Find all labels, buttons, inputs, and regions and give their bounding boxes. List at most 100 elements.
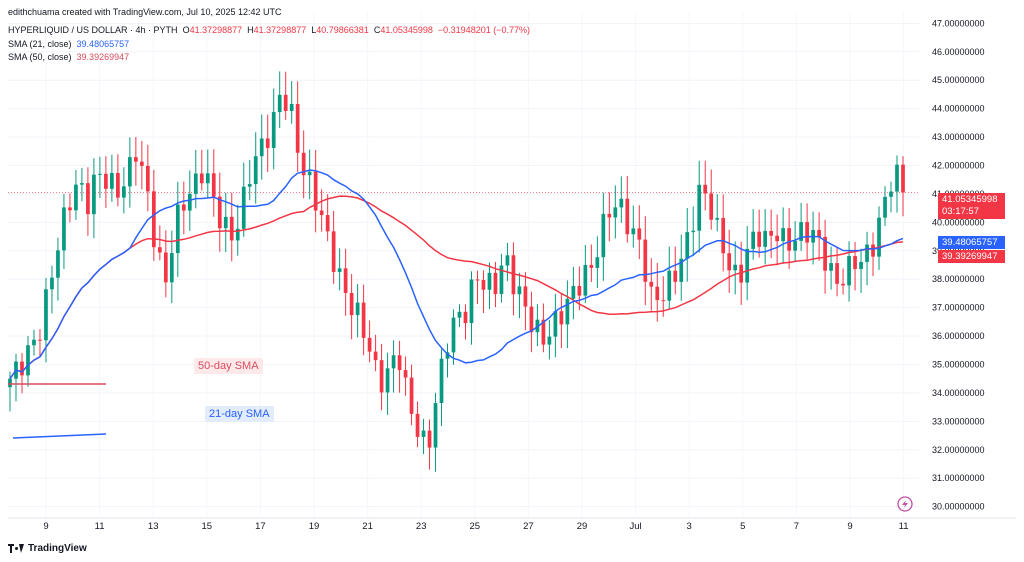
- candle: [331, 210, 336, 284]
- candle: [403, 356, 408, 396]
- y-tick-label: 40.00000000: [932, 217, 985, 227]
- candle: [104, 156, 108, 209]
- sma50-legend[interactable]: SMA (50, close) 39.39269947: [8, 51, 129, 63]
- candle: [235, 204, 240, 256]
- sma50-value: 39.39269947: [76, 52, 130, 62]
- candle: [529, 291, 534, 353]
- candle: [499, 253, 504, 303]
- x-tick-label: 23: [416, 521, 427, 532]
- symbol-text[interactable]: HYPERLIQUID / US DOLLAR · 4h · PYTH: [8, 25, 178, 35]
- y-tick-label: 46.00000000: [932, 47, 985, 57]
- candle: [247, 159, 252, 201]
- candle: [613, 185, 618, 239]
- candle: [871, 232, 875, 277]
- x-tick-label: 29: [577, 521, 588, 532]
- candle: [631, 205, 636, 248]
- candle: [721, 194, 726, 272]
- candle: [379, 343, 384, 411]
- sma50-price-tag: 39.39269947: [938, 250, 1005, 263]
- candle: [571, 266, 576, 320]
- y-tick-label: 42.00000000: [932, 161, 985, 171]
- candle: [727, 229, 732, 293]
- x-tick-label: 11: [95, 521, 105, 532]
- candle: [32, 329, 36, 356]
- sma21-line: [9, 169, 904, 380]
- candle: [68, 193, 72, 223]
- x-tick-label: 17: [255, 521, 266, 532]
- candle: [889, 181, 893, 213]
- candle: [241, 162, 246, 237]
- candle: [685, 207, 690, 282]
- candle: [577, 266, 582, 311]
- candle: [583, 245, 588, 304]
- candle: [92, 158, 96, 239]
- sma21-label: SMA (21, close): [8, 39, 72, 49]
- candle: [74, 169, 78, 220]
- candle: [355, 284, 360, 338]
- time-axis: 9 11 13 15 17 19 21 23 25 27 29 Jul 3 5 7 9 11: [8, 517, 1016, 532]
- x-tick-label: Jul: [630, 521, 642, 532]
- change-value: −0.31948201 (−0.77%): [437, 25, 530, 35]
- candle: [128, 137, 132, 208]
- candle: [373, 334, 378, 372]
- sma21-value: 39.48065757: [76, 39, 130, 49]
- y-tick-label: 38.00000000: [932, 274, 985, 284]
- candle: [122, 167, 126, 214]
- candle: [80, 167, 84, 202]
- candle: [295, 81, 300, 172]
- candle: [799, 202, 803, 251]
- candle: [349, 274, 354, 340]
- sma21-legend-line: [12, 433, 107, 439]
- candle: [649, 258, 654, 311]
- y-tick-label: 35.00000000: [932, 359, 985, 369]
- candle: [337, 248, 342, 291]
- candle: [877, 206, 881, 270]
- candle: [439, 349, 444, 427]
- candle: [457, 304, 462, 327]
- sma50-label: SMA (50, close): [8, 52, 72, 62]
- y-tick-label: 44.00000000: [932, 104, 985, 114]
- price-axis: 30.00000000 31.00000000 32.00000000 33.0000…: [932, 18, 985, 511]
- candle: [98, 156, 102, 198]
- candle: [559, 293, 564, 349]
- candle: [853, 242, 857, 291]
- sma21-legend[interactable]: SMA (21, close) 39.48065757: [8, 38, 129, 50]
- candle: [517, 272, 522, 319]
- candle: [673, 246, 678, 295]
- candle: [787, 207, 791, 269]
- candle: [301, 130, 306, 199]
- candle: [589, 244, 594, 283]
- candle: [667, 246, 672, 310]
- open-label: O: [182, 25, 190, 35]
- low-label: L: [311, 25, 317, 35]
- candle: [259, 114, 264, 180]
- candle: [217, 172, 222, 252]
- candle: [56, 237, 60, 301]
- candle: [289, 81, 294, 124]
- candle: [859, 248, 863, 293]
- candle: [523, 272, 528, 331]
- last-price-value: 41.05345998: [942, 194, 998, 205]
- close-label: C: [373, 25, 381, 35]
- candle: [775, 214, 779, 266]
- x-tick-label: 11: [899, 521, 909, 532]
- candle: [253, 132, 258, 204]
- candle: [433, 392, 438, 472]
- candle: [697, 160, 702, 253]
- candle: [86, 167, 90, 236]
- x-tick-label: 27: [523, 521, 534, 532]
- candle: [319, 189, 324, 232]
- candle: [421, 418, 426, 454]
- candle: [391, 340, 396, 393]
- candle: [397, 340, 402, 393]
- candle: [619, 176, 624, 223]
- candle: [307, 149, 312, 200]
- candle: [38, 329, 42, 358]
- candle: [116, 154, 120, 207]
- high-label: H: [247, 25, 254, 35]
- tradingview-brand[interactable]: TradingView: [8, 543, 87, 554]
- candle: [625, 176, 630, 243]
- candle: [883, 186, 887, 226]
- candle: [841, 268, 845, 295]
